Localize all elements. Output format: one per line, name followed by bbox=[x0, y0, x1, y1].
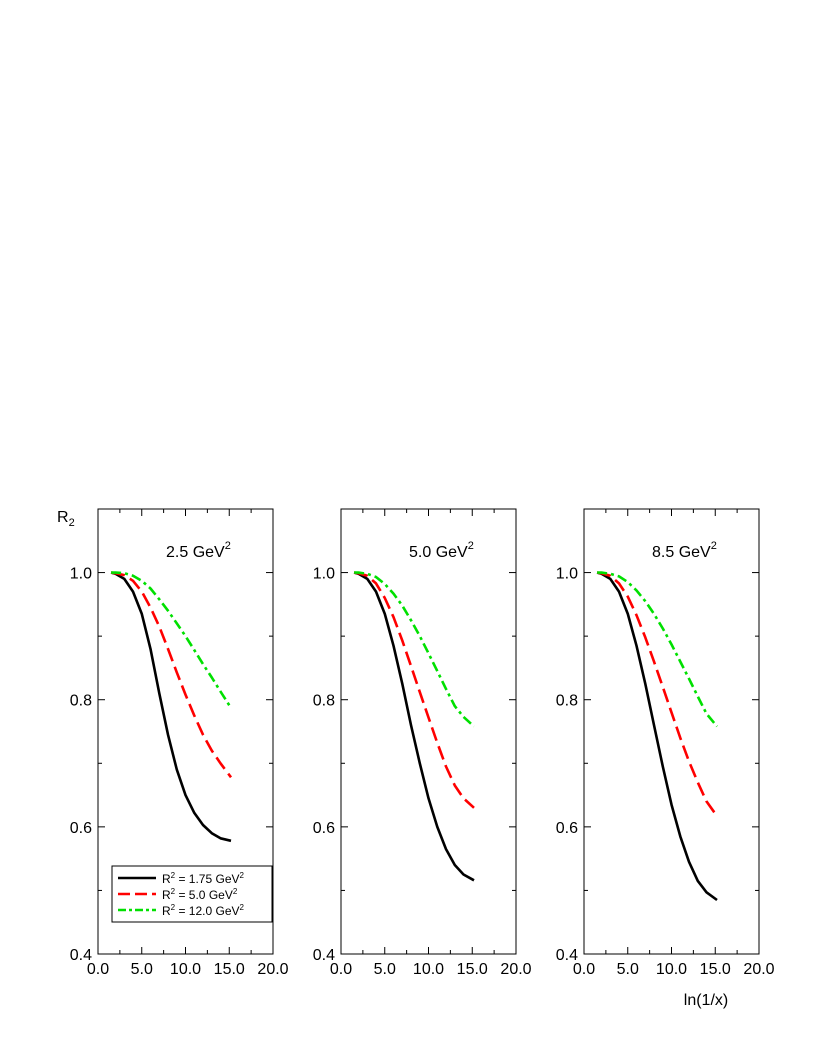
panel-title-superscript: 2 bbox=[225, 540, 231, 552]
legend-label-2: R2 = 5.0 GeV2 bbox=[162, 887, 238, 902]
y-tick-label: 0.6 bbox=[556, 820, 578, 837]
series-line-2 bbox=[353, 571, 475, 809]
x-tick-label: 10.0 bbox=[413, 961, 444, 978]
series-line-2 bbox=[110, 571, 233, 779]
panel-title: 5.0 GeV2 bbox=[409, 540, 474, 561]
y-tick-label: 0.4 bbox=[70, 947, 92, 964]
x-tick-label: 5.0 bbox=[374, 961, 396, 978]
chart-panel-1: 0.40.60.81.00.0 5.0 10.0 15.0 20.02.5 GeV2 bbox=[70, 508, 289, 978]
x-tick-label: 10.0 bbox=[170, 961, 201, 978]
series-line-3 bbox=[354, 571, 475, 728]
panel-title-text: 2.5 GeV bbox=[166, 544, 225, 561]
panel-title-superscript: 2 bbox=[468, 540, 474, 552]
y-tick-label: 0.6 bbox=[313, 820, 335, 837]
x-tick-label: 15.0 bbox=[457, 961, 488, 978]
chart-panels: 0.40.60.81.00.0 5.0 10.0 15.0 20.02.5 GeV20.… bbox=[70, 508, 775, 978]
y-tick-label: 0.4 bbox=[556, 947, 578, 964]
y-tick-label: 0.8 bbox=[556, 693, 578, 710]
y-axis-label-main: R bbox=[57, 509, 69, 526]
x-tick-label: 20.0 bbox=[743, 961, 774, 978]
panel-title-text: 5.0 GeV bbox=[409, 544, 468, 561]
x-tick-label: 0.0 bbox=[330, 961, 352, 978]
x-tick-label: 20.0 bbox=[257, 961, 288, 978]
x-tick-label: 0.0 bbox=[87, 961, 109, 978]
y-tick-label: 0.4 bbox=[313, 947, 335, 964]
y-tick-label: 0.6 bbox=[70, 820, 92, 837]
legend-label-1: R2 = 1.75 GeV2 bbox=[162, 871, 245, 886]
series-line-3 bbox=[111, 571, 233, 709]
x-axis-label: ln(1/x) bbox=[684, 992, 728, 1009]
y-axis-label-subscript: 2 bbox=[69, 517, 75, 529]
legend-label-3: R2 = 12.0 GeV2 bbox=[162, 903, 245, 918]
x-tick-label: 5.0 bbox=[617, 961, 639, 978]
chart-panel-3: 0.4 0.6 0.8 1.0 0.0 5.0 10.0 15.0 20.0 8.5 GeV2 bbox=[556, 508, 775, 978]
series-line-1 bbox=[110, 571, 232, 843]
x-tick-label: 15.0 bbox=[214, 961, 245, 978]
series-line-2 bbox=[596, 571, 719, 817]
series-line-1 bbox=[596, 571, 718, 902]
chart-panel-2: 0.4 0.6 0.8 1.0 0.0 5.0 10.0 15.0 20.0 5.0 GeV2 bbox=[313, 508, 532, 978]
panel-title: 8.5 GeV2 bbox=[652, 540, 717, 561]
y-tick-label: 0.8 bbox=[70, 693, 92, 710]
x-tick-label: 10.0 bbox=[656, 961, 687, 978]
y-tick-label: 1.0 bbox=[556, 566, 578, 583]
y-tick-label: 0.8 bbox=[313, 693, 335, 710]
x-tick-label: 20.0 bbox=[500, 961, 531, 978]
series-line-3 bbox=[597, 571, 719, 728]
series-line-1 bbox=[353, 571, 475, 882]
panel-title-text: 8.5 GeV bbox=[652, 544, 711, 561]
x-tick-label: 5.0 bbox=[131, 961, 153, 978]
x-tick-label: 0.0 bbox=[573, 961, 595, 978]
panel-title-superscript: 2 bbox=[711, 540, 717, 552]
y-tick-label: 1.0 bbox=[70, 566, 92, 583]
panel-title: 2.5 GeV2 bbox=[166, 540, 231, 561]
y-tick-label: 1.0 bbox=[313, 566, 335, 583]
x-tick-label: 15.0 bbox=[700, 961, 731, 978]
y-axis-label: R2 bbox=[57, 509, 75, 529]
